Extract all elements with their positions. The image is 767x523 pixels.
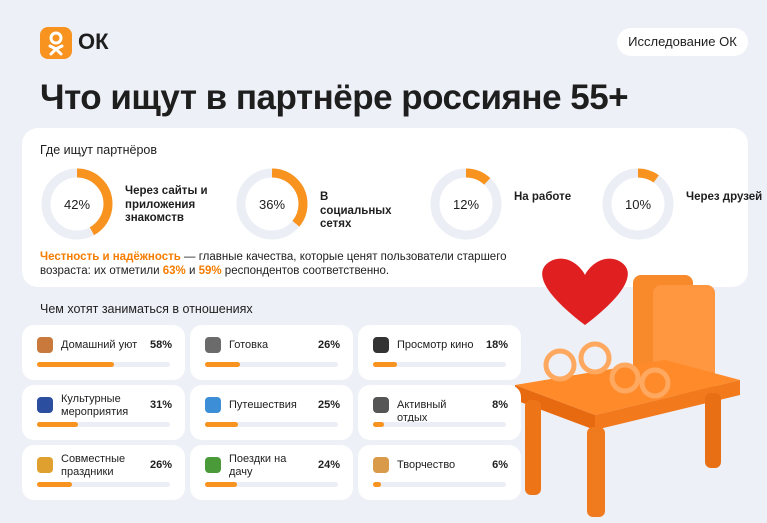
activity-icon bbox=[37, 457, 53, 473]
where-label: В социальных сетях bbox=[320, 191, 392, 230]
activity-label: Совместные праздники bbox=[61, 453, 126, 478]
logo-icon bbox=[40, 27, 72, 59]
activity-value: 31% bbox=[149, 399, 172, 411]
bar bbox=[37, 482, 72, 487]
donut-arc bbox=[430, 168, 502, 240]
where-label: Через сайты и приложения знакомств bbox=[125, 185, 208, 224]
note-text: — главные качества, которые ценят пользо… bbox=[40, 251, 507, 277]
activity-value: 18% bbox=[485, 339, 508, 351]
donut-arc bbox=[41, 168, 113, 240]
activity-icon bbox=[205, 457, 221, 473]
where-card bbox=[22, 128, 748, 287]
logo-text: ОК bbox=[78, 29, 109, 54]
activity-label: Просмотр кино bbox=[397, 339, 474, 351]
bar bbox=[37, 362, 115, 367]
donut bbox=[430, 168, 502, 240]
activity-icon bbox=[373, 397, 389, 413]
bar-track bbox=[205, 362, 338, 367]
bar-track bbox=[205, 482, 338, 487]
where-heading: Где ищут партнёров bbox=[40, 143, 158, 157]
donut bbox=[236, 168, 308, 240]
badge: Исследование ОК bbox=[617, 28, 748, 56]
title: Что ищут в партнёре россияне 55+ bbox=[40, 78, 629, 117]
donut-label: 36% bbox=[258, 197, 286, 212]
activity-icon bbox=[37, 397, 53, 413]
activity-label: Путешествия bbox=[229, 399, 297, 411]
activity-value: 26% bbox=[149, 459, 172, 471]
activity-icon bbox=[205, 337, 221, 353]
bar-track bbox=[205, 422, 338, 427]
bar-track bbox=[373, 422, 506, 427]
activity-label: Поездки на дачу bbox=[229, 453, 287, 478]
bar-track bbox=[373, 362, 506, 367]
illustration bbox=[515, 258, 740, 517]
activity-value: 6% bbox=[492, 459, 508, 471]
donut-arc bbox=[236, 168, 308, 240]
activity-icon bbox=[205, 397, 221, 413]
note-text: респондентов соответственно. bbox=[221, 265, 390, 277]
activity-label: Активный отдых bbox=[397, 399, 447, 424]
bar-track bbox=[37, 482, 170, 487]
activity-icon bbox=[37, 337, 53, 353]
where-label: Через друзей bbox=[686, 191, 763, 203]
where-label: На работе bbox=[514, 191, 572, 203]
bar bbox=[205, 422, 239, 427]
activity-icon bbox=[373, 337, 389, 353]
bar bbox=[205, 482, 237, 487]
donut-arc bbox=[602, 168, 674, 240]
note-percent: 59% bbox=[198, 265, 222, 277]
activity-label: Домашний уют bbox=[61, 339, 138, 351]
activity-label: Творчество bbox=[397, 459, 456, 471]
bar bbox=[205, 362, 240, 367]
activity-value: 26% bbox=[317, 339, 340, 351]
note-highlight: Честность и надёжность bbox=[40, 251, 181, 263]
activity-label: Готовка bbox=[229, 339, 269, 351]
activities-heading: Чем хотят заниматься в отношениях bbox=[40, 302, 253, 316]
bar bbox=[37, 422, 79, 427]
activity-icon bbox=[373, 457, 389, 473]
bar-track bbox=[37, 422, 170, 427]
bar bbox=[373, 422, 384, 427]
activity-label: Культурные мероприятия bbox=[61, 393, 129, 418]
donut bbox=[602, 168, 674, 240]
bar bbox=[373, 362, 397, 367]
note: Честность и надёжность — главные качеств… bbox=[40, 250, 540, 278]
activity-value: 58% bbox=[149, 339, 172, 351]
donut-label: 42% bbox=[63, 197, 91, 212]
logo-glyph bbox=[48, 31, 64, 56]
bar bbox=[373, 482, 381, 487]
activity-value: 8% bbox=[492, 399, 508, 411]
note-text: и bbox=[185, 265, 199, 277]
donut-label: 10% bbox=[624, 197, 652, 212]
bar-track bbox=[373, 482, 506, 487]
note-percent: 63% bbox=[162, 265, 186, 277]
activity-value: 24% bbox=[317, 459, 340, 471]
donut bbox=[41, 168, 113, 240]
donut-label: 12% bbox=[452, 197, 480, 212]
activity-value: 25% bbox=[317, 399, 340, 411]
